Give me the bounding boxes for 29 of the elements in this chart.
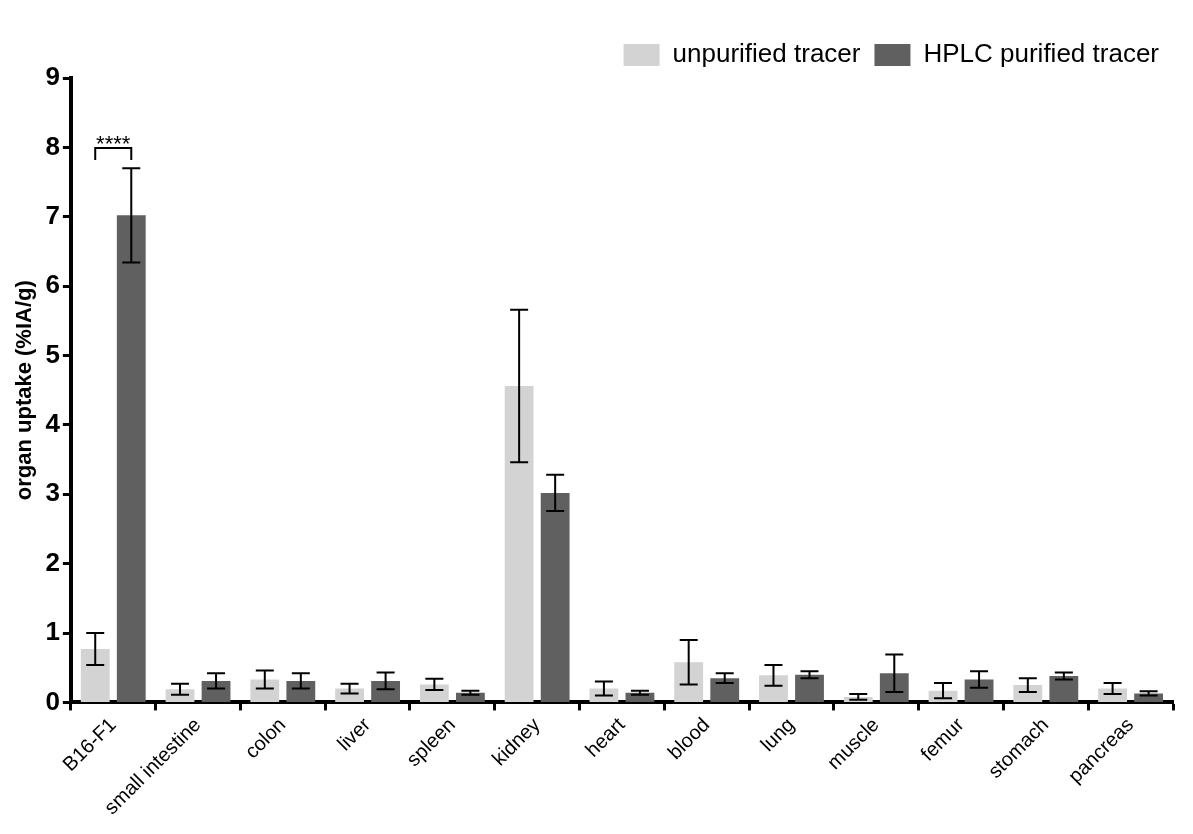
- y-axis-title: organ uptake (%IA/g): [11, 280, 37, 501]
- legend-label: unpurified tracer: [672, 38, 861, 69]
- bar: [1013, 685, 1043, 702]
- y-tick-label: 0: [45, 685, 60, 716]
- y-tick-label: 2: [45, 546, 60, 577]
- bar: [1049, 676, 1079, 702]
- bar: [504, 386, 534, 702]
- x-tick-label: lung: [755, 713, 799, 756]
- annotation: ****: [96, 131, 131, 157]
- y-tick-label: 6: [45, 269, 60, 300]
- bar: [879, 673, 909, 702]
- bar: [674, 662, 704, 702]
- y-tick-label: 3: [45, 477, 60, 508]
- bar: [116, 215, 146, 702]
- bar: [540, 492, 570, 702]
- bar: [250, 679, 280, 702]
- bar: [759, 675, 788, 702]
- y-tick-label: 1: [45, 616, 60, 647]
- x-tick-label: liver: [332, 712, 375, 755]
- legend-label: HPLC purified tracer: [923, 38, 1160, 69]
- y-tick-label: 5: [45, 338, 60, 369]
- y-tick-label: 8: [45, 130, 60, 161]
- y-tick-label: 7: [45, 199, 60, 230]
- y-tick-label: 4: [45, 408, 61, 439]
- bar: [795, 674, 824, 702]
- bar: [710, 678, 740, 702]
- y-tick-label: 9: [45, 61, 60, 92]
- bar: [419, 684, 449, 702]
- bar: [80, 649, 110, 702]
